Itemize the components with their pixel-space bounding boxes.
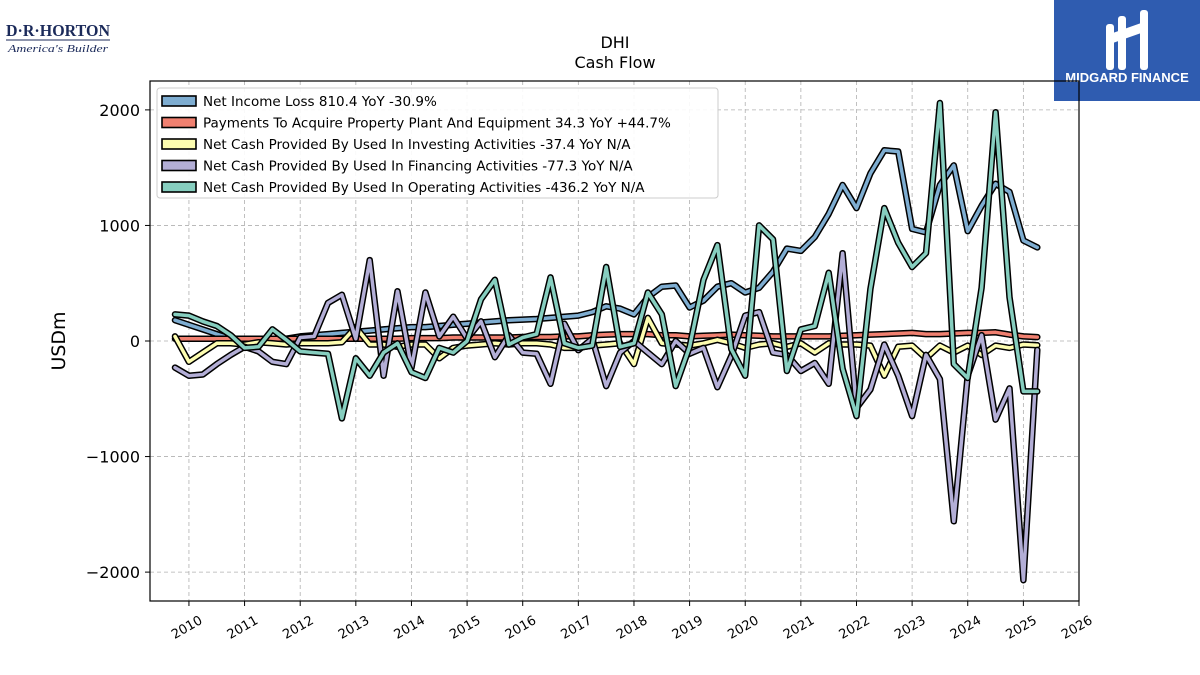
series-4 bbox=[171, 99, 1041, 422]
legend-swatch bbox=[161, 138, 197, 150]
legend-entry: Payments To Acquire Property Plant And E… bbox=[203, 116, 671, 132]
legend-swatch bbox=[161, 95, 197, 107]
series-outline bbox=[171, 249, 1041, 584]
legend: Net Income Loss 810.4 YoY -30.9% Payments… bbox=[156, 87, 719, 199]
series-1 bbox=[171, 329, 1041, 342]
logo-right-text: MIDGARD FINANCE bbox=[1065, 70, 1189, 85]
y-ticks: 2000 1000 0 −1000 −2000 bbox=[86, 101, 150, 582]
series-lines bbox=[171, 99, 1041, 584]
x-tick-label: 2024 bbox=[948, 613, 984, 643]
x-tick-label: 2013 bbox=[336, 613, 372, 643]
x-ticks: 2010 2011 2012 2013 2014 2015 2016 2017 2018 2019… bbox=[169, 601, 1095, 643]
x-tick-label: 2016 bbox=[503, 613, 539, 643]
y-tick-label: 0 bbox=[130, 332, 140, 351]
x-tick-label: 2019 bbox=[670, 613, 706, 643]
legend-entry: Net Cash Provided By Used In Investing A… bbox=[203, 137, 631, 153]
chart-subtitle: Cash Flow bbox=[574, 53, 655, 72]
x-tick-label: 2014 bbox=[392, 613, 428, 643]
y-tick-label: −1000 bbox=[86, 448, 140, 467]
x-tick-label: 2022 bbox=[837, 613, 873, 643]
x-tick-label: 2010 bbox=[169, 613, 205, 643]
legend-entry: Net Income Loss 810.4 YoY -30.9% bbox=[203, 94, 437, 110]
x-tick-label: 2026 bbox=[1059, 613, 1095, 643]
series-2 bbox=[171, 314, 1041, 379]
logo-left-line1: D·R·HORTON bbox=[6, 21, 111, 40]
legend-entry: Net Cash Provided By Used In Operating A… bbox=[203, 180, 645, 196]
legend-swatch bbox=[161, 159, 197, 172]
midgard-finance-logo: MIDGARD FINANCE bbox=[1054, 0, 1200, 101]
x-tick-label: 2011 bbox=[225, 613, 261, 643]
series-line bbox=[173, 148, 1040, 343]
x-tick-label: 2021 bbox=[781, 613, 817, 643]
legend-entry: Net Cash Provided By Used In Financing A… bbox=[203, 159, 633, 175]
series-3 bbox=[171, 249, 1041, 584]
chart-title: DHI bbox=[600, 33, 629, 52]
dr-horton-logo: D·R·HORTON America's Builder bbox=[4, 16, 114, 60]
series-line bbox=[173, 330, 1040, 341]
series-line bbox=[173, 251, 1040, 582]
x-tick-label: 2017 bbox=[559, 613, 595, 643]
y-axis-label: USDm bbox=[48, 311, 70, 370]
y-tick-label: −2000 bbox=[86, 563, 140, 582]
x-tick-label: 2025 bbox=[1004, 613, 1040, 643]
midgard-emblem-icon bbox=[1106, 10, 1148, 70]
legend-swatch bbox=[161, 181, 197, 193]
y-tick-label: 2000 bbox=[99, 101, 140, 120]
logo-left-line2: America's Builder bbox=[7, 43, 109, 55]
x-tick-label: 2018 bbox=[614, 613, 650, 643]
x-tick-label: 2023 bbox=[892, 613, 928, 643]
series-line bbox=[173, 101, 1040, 421]
x-tick-label: 2020 bbox=[725, 613, 761, 643]
y-tick-label: 1000 bbox=[99, 216, 140, 235]
series-0 bbox=[171, 147, 1041, 345]
x-tick-label: 2015 bbox=[447, 613, 483, 643]
x-tick-label: 2012 bbox=[280, 613, 316, 643]
legend-box bbox=[156, 87, 719, 199]
series-line bbox=[173, 316, 1040, 378]
legend-swatch bbox=[161, 116, 197, 129]
